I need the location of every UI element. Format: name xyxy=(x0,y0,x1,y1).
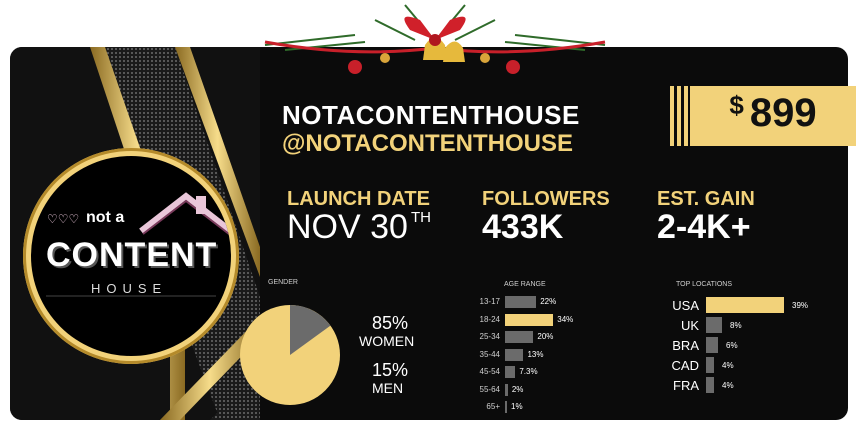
men-pct: 15% xyxy=(372,360,409,380)
followers-value: 433K xyxy=(482,208,564,246)
location-pct: 4% xyxy=(722,361,734,370)
logo-line2: CONTENT xyxy=(46,236,218,274)
profile-handle: @NOTACONTENTHOUSE xyxy=(282,130,573,157)
est-gain-value: 2-4K+ xyxy=(657,208,751,246)
logo-image: ♥ ♡♡♡ not a CONTENT HOUSE xyxy=(31,156,231,356)
age-label: 65+ xyxy=(486,402,500,411)
age-bar xyxy=(505,349,524,361)
age-bar xyxy=(505,384,508,396)
age-label: 55-64 xyxy=(479,385,500,394)
location-bar xyxy=(706,357,714,373)
age-bar xyxy=(505,296,537,308)
top-locations-title: TOP LOCATIONS xyxy=(676,281,733,288)
age-bar xyxy=(505,366,516,378)
logo-line3: HOUSE xyxy=(91,281,168,296)
price-bar-accent xyxy=(684,86,688,146)
age-bar xyxy=(505,314,554,326)
gender-pie-chart xyxy=(240,305,340,405)
price-bar-accent xyxy=(677,86,681,146)
age-bar xyxy=(505,331,534,343)
christmas-decoration xyxy=(264,4,606,74)
price-box xyxy=(690,86,856,146)
age-pct: 20% xyxy=(537,332,554,341)
age-bar xyxy=(505,401,507,413)
location-pct: 39% xyxy=(792,301,809,310)
location-label: UK xyxy=(680,318,699,333)
location-label: CAD xyxy=(671,358,699,373)
location-pct: 4% xyxy=(722,381,734,390)
location-bar xyxy=(706,317,722,333)
age-pct: 13% xyxy=(527,350,544,359)
price-text: $899 xyxy=(690,90,856,136)
age-label: 45-54 xyxy=(479,367,500,376)
logo-line1: not a xyxy=(86,209,125,226)
women-pct: 85% xyxy=(372,313,409,333)
followers-label: FOLLOWERS xyxy=(482,188,610,210)
age-pct: 2% xyxy=(511,385,524,394)
launch-date-text: NOV 30 xyxy=(287,208,408,246)
location-label: USA xyxy=(672,298,699,313)
age-label: 18-24 xyxy=(479,315,500,324)
location-bar xyxy=(706,337,718,353)
est-gain-label: EST. GAIN xyxy=(657,188,755,210)
age-range-title: AGE RANGE xyxy=(504,281,546,288)
price-bar-accent xyxy=(670,86,674,146)
location-label: BRA xyxy=(672,338,699,353)
price-tag: $899 xyxy=(670,86,856,146)
age-pct: 7.3% xyxy=(519,367,538,376)
location-pct: 6% xyxy=(726,341,738,350)
age-label: 25-34 xyxy=(479,332,500,341)
logo-badge: ♥ ♡♡♡ not a CONTENT HOUSE xyxy=(23,148,239,364)
gender-title: GENDER xyxy=(268,279,298,286)
age-pct: 34% xyxy=(557,315,574,324)
age-label: 13-17 xyxy=(479,297,500,306)
pie-slice-men xyxy=(290,305,331,355)
age-pct: 1% xyxy=(511,402,523,411)
location-pct: 8% xyxy=(730,321,742,330)
page-title: NOTACONTENTHOUSE xyxy=(282,100,580,130)
location-bar xyxy=(706,377,714,393)
location-label: FRA xyxy=(673,378,699,393)
age-label: 35-44 xyxy=(479,350,500,359)
launch-date-suffix: TH xyxy=(410,209,431,226)
men-label: MEN xyxy=(372,380,404,396)
logo-hearts: ♡♡♡ xyxy=(47,212,80,226)
price-amount: 899 xyxy=(749,91,817,135)
women-label: WOMEN xyxy=(359,333,415,349)
launch-date-value: NOV 30 TH xyxy=(287,208,431,247)
location-bar xyxy=(706,297,784,313)
launch-date-label: LAUNCH DATE xyxy=(287,188,430,210)
age-pct: 22% xyxy=(540,297,557,306)
price-currency: $ xyxy=(729,90,744,120)
